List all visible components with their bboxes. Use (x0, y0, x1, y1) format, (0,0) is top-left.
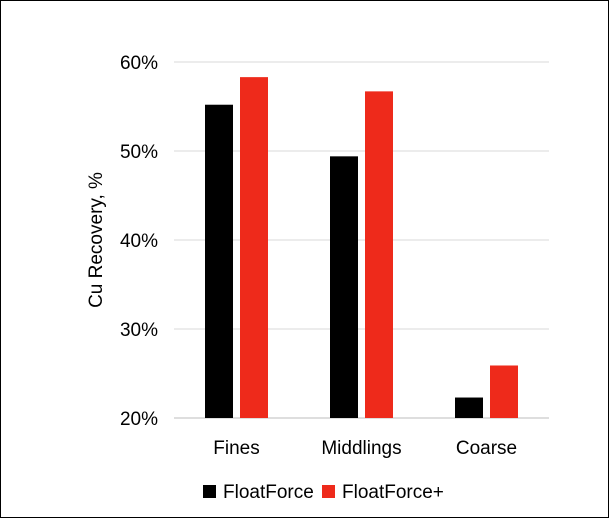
y-tick-label: 60% (120, 53, 158, 74)
y-tick-label: 20% (120, 409, 158, 430)
bars (205, 77, 518, 419)
x-tick-label: Fines (213, 438, 259, 459)
y-tick-label: 50% (120, 142, 158, 163)
x-tick-label: Coarse (456, 438, 517, 459)
bar-floatforce (330, 156, 358, 418)
bar-floatforce (205, 104, 233, 418)
x-tick-labels: Fines Middlings Coarse (213, 438, 517, 459)
legend-label: FloatForce (223, 482, 314, 503)
legend-swatch (203, 485, 216, 498)
gridlines (174, 61, 549, 419)
bar-floatforce-plus (365, 91, 393, 419)
bar-floatforce-plus (240, 77, 268, 418)
bar-floatforce-plus (490, 365, 518, 418)
y-tick-label: 40% (120, 231, 158, 252)
bar-floatforce (455, 397, 483, 418)
y-tick-labels: 20% 30% 40% 50% 60% (120, 53, 158, 430)
legend-swatch (322, 485, 335, 498)
y-tick-label: 30% (120, 320, 158, 341)
x-tick-label: Middlings (321, 438, 401, 459)
legend-label: FloatForce+ (342, 482, 444, 503)
y-axis-label: Cu Recovery, % (86, 172, 107, 308)
legend: FloatForce FloatForce+ (203, 482, 444, 503)
